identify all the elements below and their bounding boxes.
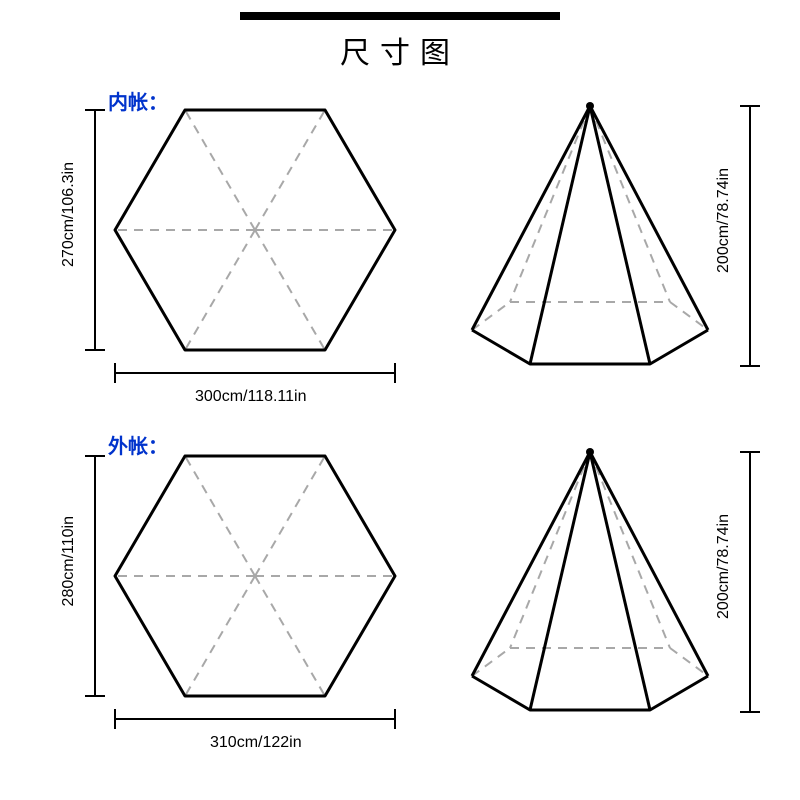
inner-pyramid <box>450 106 730 366</box>
inner-hex-dim-h <box>115 358 395 388</box>
inner-pyr-dim-v <box>735 106 765 366</box>
outer-hex-dim-v <box>80 456 110 696</box>
title-bar <box>240 12 560 20</box>
inner-hex-dim-v <box>80 110 110 350</box>
inner-hex-width-label: 300cm/118.11in <box>195 388 306 406</box>
outer-hex-dim-h <box>115 704 395 734</box>
outer-hex-height-label: 280cm/110in <box>60 516 78 606</box>
outer-label: 外帐： <box>108 430 168 459</box>
outer-hex-width-label: 310cm/122in <box>210 734 302 752</box>
outer-pyr-height-label: 200cm/78.74in <box>715 514 733 619</box>
inner-pyr-height-label: 200cm/78.74in <box>715 168 733 273</box>
outer-pyr-dim-v <box>735 452 765 712</box>
page-title: 尺寸图 <box>0 28 800 72</box>
outer-hexagon <box>115 456 395 696</box>
inner-hex-height-label: 270cm/106.3in <box>60 162 78 267</box>
outer-pyramid <box>450 452 730 712</box>
inner-hexagon <box>115 110 395 350</box>
